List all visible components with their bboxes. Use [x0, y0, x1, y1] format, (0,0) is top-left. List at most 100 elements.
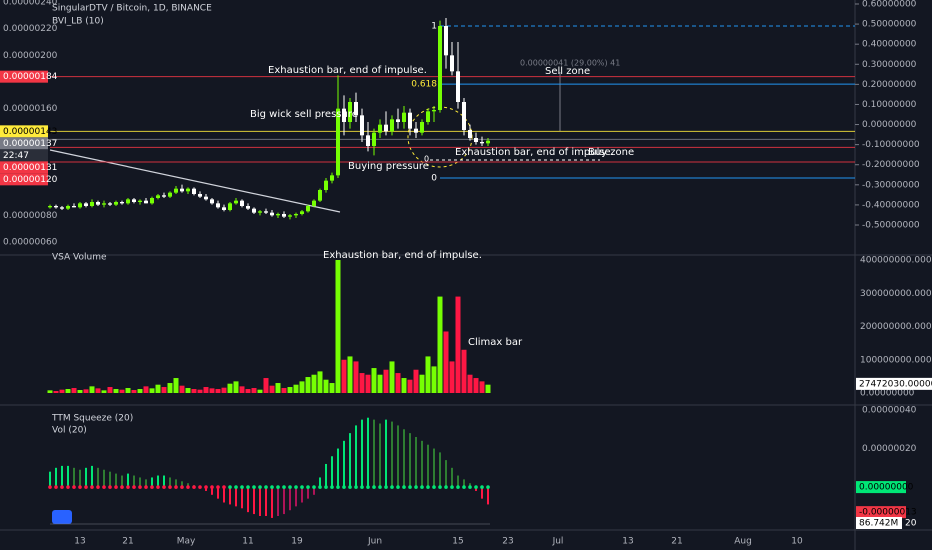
- volume-bar: [101, 390, 107, 393]
- volume-bar: [371, 368, 377, 393]
- ttm-bar: [295, 487, 297, 507]
- annotation: Climax bar: [468, 337, 523, 348]
- ttm-bar: [229, 487, 231, 505]
- volume-bar: [299, 381, 305, 393]
- candle-body: [270, 212, 274, 216]
- volume-bar: [281, 388, 287, 393]
- squeeze-dot: [234, 485, 238, 489]
- time-label: 10: [791, 537, 803, 547]
- squeeze-dot: [72, 485, 76, 489]
- candle-body: [420, 122, 424, 133]
- ttm-bar: [163, 475, 165, 488]
- ttm-bar: [307, 487, 309, 499]
- volume-bar: [305, 377, 311, 393]
- ttm-bar: [373, 419, 375, 488]
- candle-body: [348, 102, 352, 122]
- candle-body: [438, 26, 442, 110]
- volume-bar: [77, 390, 83, 393]
- candle-body: [222, 207, 226, 210]
- candle-body: [414, 128, 418, 133]
- candle-body: [234, 200, 238, 204]
- ttm-bar: [463, 479, 465, 488]
- volume-bar: [383, 369, 389, 393]
- price-tick-label: 0.00000160: [3, 104, 58, 114]
- candle-body: [138, 200, 142, 202]
- annotation: Sell zone: [545, 66, 590, 77]
- ttm-bar: [211, 487, 213, 495]
- ttm-bar: [133, 475, 135, 488]
- squeeze-dot: [288, 485, 292, 489]
- ttm-bar: [319, 477, 321, 488]
- volume-bar: [47, 390, 53, 393]
- ttm-bar: [355, 425, 357, 488]
- volume-bar: [293, 384, 299, 393]
- ttm-bar: [97, 467, 99, 488]
- volume-bar: [323, 379, 329, 393]
- bvi-tick-label: 0.40000000: [862, 40, 917, 50]
- volume-bar: [449, 361, 455, 393]
- squeeze-dot: [222, 485, 226, 489]
- annotation: Buying pressure: [348, 161, 429, 172]
- squeeze-dot: [192, 485, 196, 489]
- ttm-bar: [439, 452, 441, 488]
- ttm-tag-label: 0.00000000: [859, 483, 914, 493]
- price-tag: [0, 125, 48, 138]
- volume-bar: [89, 386, 95, 393]
- squeeze-dot: [396, 485, 400, 489]
- volume-bar: [461, 349, 467, 393]
- volume-tick-label: 100000000.00000000: [860, 355, 932, 365]
- squeeze-dot: [90, 485, 94, 489]
- volume-bar: [227, 383, 233, 393]
- price-tick-label: 0.00000200: [3, 51, 58, 61]
- volume-bar: [425, 356, 431, 393]
- ttm-bar: [361, 419, 363, 488]
- squeeze-dot: [408, 485, 412, 489]
- bvi-tick-label: 0.60000000: [862, 0, 917, 10]
- squeeze-dot: [342, 485, 346, 489]
- volume-bar: [245, 389, 251, 393]
- ttm-bar: [217, 487, 219, 499]
- time-label: 19: [291, 537, 303, 547]
- candle-body: [126, 199, 130, 204]
- ttm-bar: [325, 463, 327, 488]
- candle-body: [366, 135, 370, 146]
- squeeze-dot: [60, 485, 64, 489]
- volume-bar: [59, 389, 65, 393]
- squeeze-dot: [336, 485, 340, 489]
- ttm-bar: [271, 487, 273, 518]
- annotation: Buy zone: [588, 147, 634, 158]
- ttm-bar: [259, 487, 261, 516]
- candle-body: [318, 190, 322, 201]
- candle-body: [60, 207, 64, 209]
- candle-body: [474, 138, 478, 142]
- price-tag: [0, 173, 48, 186]
- squeeze-dot: [450, 485, 454, 489]
- candle-body: [408, 112, 412, 129]
- ttm-bar: [103, 469, 105, 488]
- price-tag-label: 0.00000120: [3, 175, 58, 185]
- volume-bar: [113, 389, 119, 393]
- squeeze-dot: [276, 485, 280, 489]
- squeeze-dot: [414, 485, 418, 489]
- time-label: 23: [502, 537, 513, 547]
- ttm-bar: [85, 467, 87, 488]
- ttm-bar: [277, 487, 279, 516]
- volume-bar: [173, 378, 179, 393]
- candle-body: [264, 211, 268, 213]
- volume-bar: [233, 381, 239, 393]
- squeeze-dot: [354, 485, 358, 489]
- candle-body: [384, 124, 388, 132]
- volume-bar: [353, 361, 359, 393]
- volume-bar: [377, 374, 383, 393]
- ttm-bar: [433, 448, 435, 488]
- clock-label: 22:47: [3, 151, 29, 161]
- time-label: 21: [122, 537, 133, 547]
- logo[interactable]: [52, 510, 72, 524]
- ttm-bar: [175, 479, 177, 488]
- squeeze-dot: [438, 485, 442, 489]
- volume-bar: [221, 387, 227, 393]
- candle-body: [168, 192, 172, 197]
- volume-bar: [329, 383, 335, 393]
- squeeze-dot: [444, 485, 448, 489]
